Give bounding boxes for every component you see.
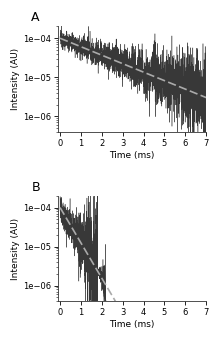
- Y-axis label: Intensity (AU): Intensity (AU): [11, 217, 20, 279]
- Text: B: B: [31, 181, 40, 194]
- X-axis label: Time (ms): Time (ms): [109, 320, 155, 329]
- X-axis label: Time (ms): Time (ms): [109, 151, 155, 159]
- Y-axis label: Intensity (AU): Intensity (AU): [11, 48, 20, 110]
- Text: A: A: [31, 11, 40, 24]
